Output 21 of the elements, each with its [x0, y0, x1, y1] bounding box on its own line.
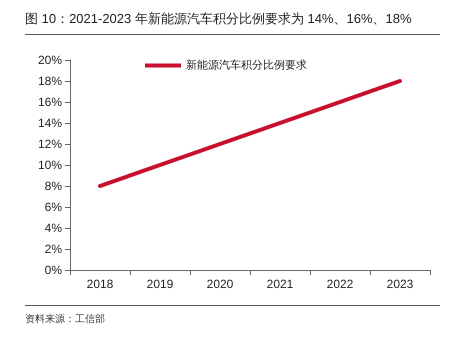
y-tick-label: 2%	[44, 242, 62, 256]
x-tick-label: 2023	[386, 277, 414, 291]
legend-label: 新能源汽车积分比例要求	[186, 58, 307, 72]
x-tick-label: 2021	[266, 277, 294, 291]
y-tick-label: 8%	[44, 179, 62, 193]
y-tick-label: 16%	[38, 95, 62, 109]
x-tick-label: 2022	[326, 277, 354, 291]
y-tick-label: 10%	[38, 158, 62, 172]
y-tick-label: 18%	[38, 74, 62, 88]
y-tick-label: 20%	[38, 53, 62, 67]
text: 资料来源：工信部	[25, 312, 105, 326]
y-tick-label: 0%	[44, 263, 62, 277]
y-tick-label: 12%	[38, 137, 62, 151]
x-tick-label: 2020	[206, 277, 234, 291]
y-tick-label: 4%	[44, 221, 62, 235]
chart-title: 图 10：2021-2023 年新能源汽车积分比例要求为 14%、16%、18%	[25, 10, 413, 28]
y-tick-label: 6%	[44, 200, 62, 214]
y-tick-label: 14%	[38, 116, 62, 130]
line-series	[98, 79, 402, 188]
x-tick-label: 2019	[146, 277, 174, 291]
x-tick-label: 2018	[86, 277, 114, 291]
